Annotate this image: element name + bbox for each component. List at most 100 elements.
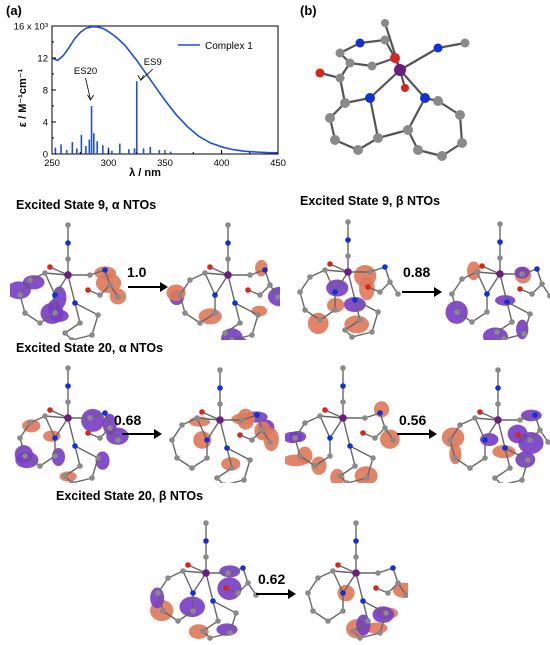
nto-title-es20-alpha: Excited State 20, α NTOs — [16, 341, 164, 355]
bond — [39, 455, 56, 467]
atom — [474, 269, 480, 275]
atom — [504, 299, 510, 305]
bond — [179, 294, 186, 314]
orbital-lobe — [441, 427, 465, 448]
bond — [212, 600, 219, 622]
atom — [37, 463, 43, 469]
nto-particle-es20-beta-2 — [305, 520, 408, 641]
nto-pair-es9-beta — [297, 219, 550, 340]
atom — [223, 585, 229, 591]
bond — [162, 610, 179, 622]
atom — [62, 473, 68, 479]
atom — [352, 463, 358, 469]
atom — [203, 520, 209, 526]
atom — [179, 422, 185, 428]
atom — [77, 463, 83, 469]
bond — [474, 417, 499, 421]
bond — [327, 610, 344, 622]
molecular-structure — [315, 19, 470, 161]
orbital-lobe — [343, 296, 366, 313]
atom — [204, 437, 210, 443]
bond — [362, 600, 369, 622]
atom — [241, 477, 247, 483]
bond — [307, 577, 319, 594]
atom — [367, 269, 373, 275]
bond — [192, 572, 207, 594]
axis-ticks: 250 300 350 400 450 0 4 8 12 16 x 10³ — [14, 22, 286, 170]
atom — [479, 263, 485, 269]
atom — [203, 554, 209, 560]
atom — [292, 435, 298, 441]
bond — [503, 333, 525, 340]
bond — [354, 299, 379, 313]
atom — [259, 427, 265, 433]
bond — [44, 272, 69, 276]
bond — [354, 299, 361, 321]
atom — [52, 435, 58, 441]
atom — [502, 445, 508, 451]
atom — [375, 309, 381, 315]
atom — [447, 437, 453, 443]
atom — [519, 271, 525, 277]
atom — [52, 310, 58, 316]
atom — [262, 267, 268, 273]
atom — [517, 417, 523, 423]
atom — [97, 292, 103, 298]
bond — [54, 274, 69, 296]
atom — [390, 437, 396, 443]
x-tick-label: 400 — [214, 158, 230, 169]
atom — [229, 465, 235, 471]
annotations: ES20 ES9 — [74, 57, 162, 101]
bond — [494, 467, 511, 479]
bond — [319, 309, 336, 321]
atom — [353, 554, 359, 560]
bond — [71, 477, 93, 483]
bond — [332, 570, 344, 594]
bond — [359, 632, 381, 639]
bond — [74, 445, 81, 467]
atom — [344, 268, 352, 276]
bond — [351, 331, 373, 338]
atom — [225, 222, 231, 228]
nto-hole-es20-beta-2 — [150, 520, 259, 641]
bond — [234, 302, 241, 324]
bond — [171, 424, 183, 441]
atom — [17, 435, 23, 441]
bond — [179, 279, 191, 296]
legend-label: Complex 1 — [205, 41, 253, 52]
bond — [19, 279, 31, 296]
atom — [360, 598, 366, 604]
orbital-lobe — [263, 427, 279, 452]
bond — [362, 600, 387, 614]
bond — [196, 417, 208, 441]
bond — [299, 291, 306, 311]
atom — [345, 237, 351, 243]
atom — [492, 475, 498, 481]
atom — [517, 286, 523, 292]
bond — [176, 457, 193, 469]
atom — [345, 219, 351, 225]
orbital-lobe — [267, 286, 280, 307]
atom — [472, 415, 478, 421]
atom — [255, 312, 261, 318]
atom — [42, 413, 48, 419]
bond — [504, 447, 529, 461]
atom — [182, 310, 188, 316]
atom — [204, 455, 210, 461]
atom — [17, 292, 23, 298]
bond — [157, 577, 169, 594]
atom — [85, 430, 91, 436]
bond — [74, 302, 99, 316]
bond — [469, 457, 486, 469]
atom — [339, 414, 347, 422]
atom — [160, 608, 166, 614]
bond — [344, 319, 361, 331]
atom — [521, 331, 527, 337]
bond — [352, 620, 369, 632]
atom — [65, 256, 71, 262]
bond — [226, 447, 251, 461]
bond — [304, 309, 321, 321]
atom — [497, 221, 503, 227]
bond — [209, 632, 231, 639]
atom — [107, 425, 113, 431]
